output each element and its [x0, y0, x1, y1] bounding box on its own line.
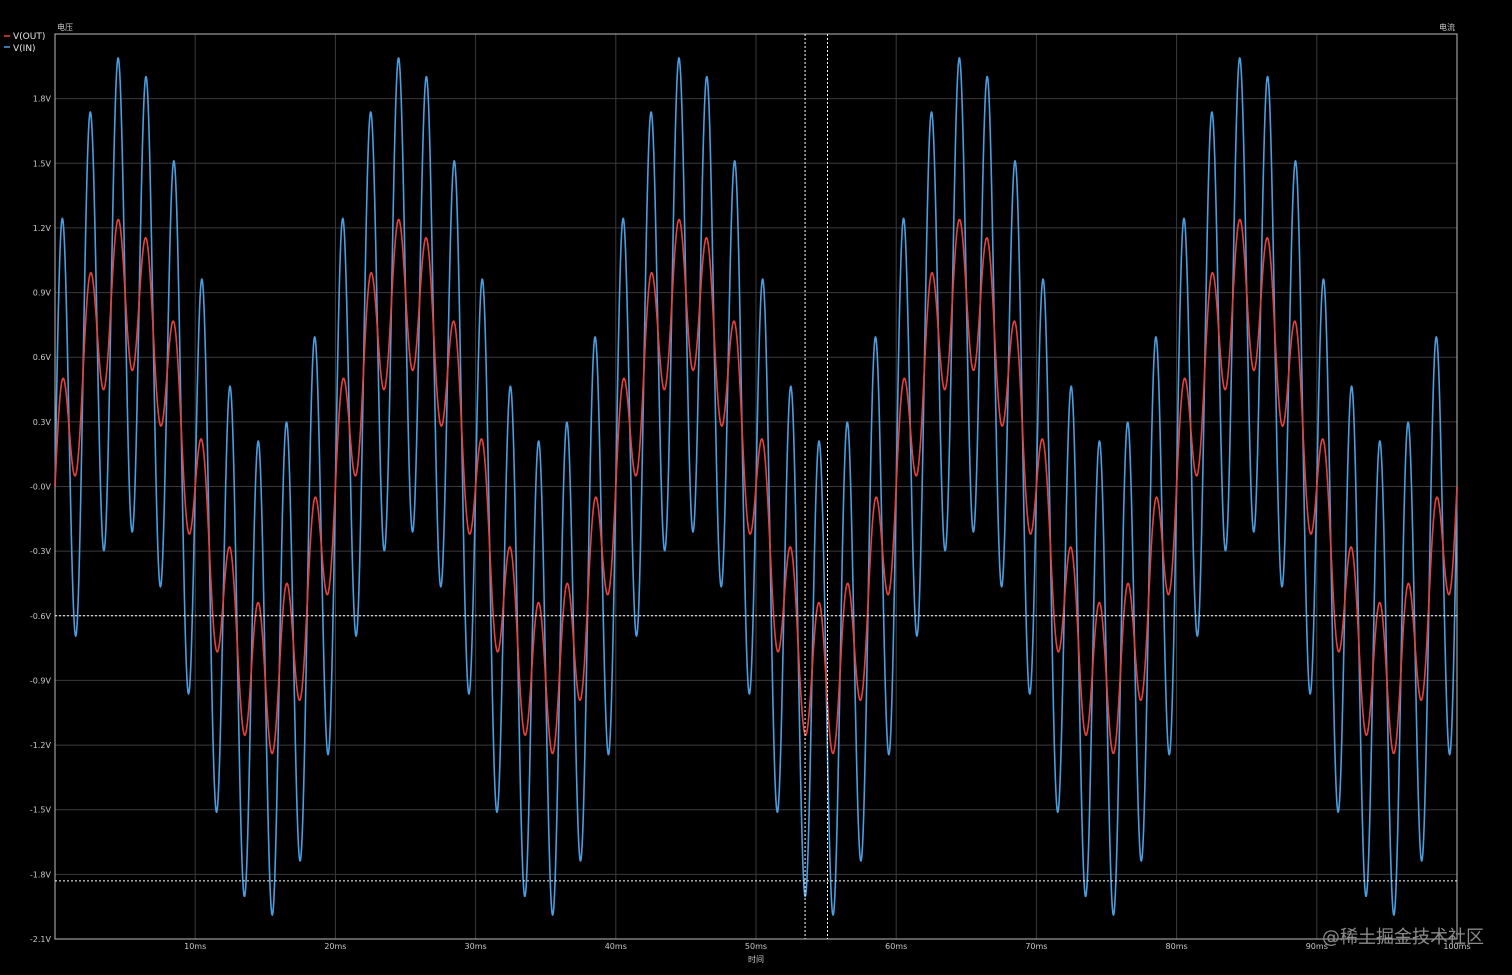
- x-axis-label: 时间: [748, 954, 764, 964]
- x-tick-label: 100ms: [1443, 942, 1470, 951]
- y-tick-label: -2.1V: [30, 935, 52, 944]
- left-axis-label: 电压: [57, 22, 73, 32]
- legend-label-vin: V(IN): [13, 44, 36, 54]
- y-tick-label: -0.0V: [30, 483, 52, 492]
- x-tick-label: 90ms: [1306, 942, 1328, 951]
- y-tick-labels: 1.8V 1.5V 1.2V 0.9V 0.6V 0.3V -0.0V -0.3V -0.6V -…: [30, 95, 52, 944]
- legend: V(OUT) V(IN): [4, 32, 45, 54]
- legend-label-vout: V(OUT): [13, 32, 45, 42]
- y-tick-label: 0.9V: [33, 289, 52, 298]
- y-tick-label: -0.9V: [30, 676, 52, 685]
- x-tick-labels: 10ms 20ms 30ms 40ms 50ms 60ms 70ms 80ms 90ms 100m…: [184, 942, 1470, 951]
- y-tick-label: 0.6V: [33, 353, 52, 362]
- x-tick-label: 80ms: [1166, 942, 1188, 951]
- x-tick-label: 60ms: [885, 942, 907, 951]
- y-tick-label: 1.5V: [33, 159, 52, 168]
- y-tick-label: -0.3V: [30, 547, 52, 556]
- y-tick-label: -0.6V: [30, 612, 52, 621]
- y-tick-label: 1.8V: [33, 95, 52, 104]
- y-tick-label: -1.5V: [30, 806, 52, 815]
- y-tick-label: -1.8V: [30, 870, 52, 879]
- x-tick-label: 30ms: [465, 942, 487, 951]
- x-tick-label: 40ms: [605, 942, 627, 951]
- x-tick-label: 10ms: [184, 942, 206, 951]
- y-tick-label: 1.2V: [33, 224, 52, 233]
- watermark: @稀土掘金技术社区: [1322, 927, 1484, 948]
- cursors[interactable]: [55, 34, 1457, 939]
- x-tick-label: 20ms: [324, 942, 346, 951]
- y-tick-label: 0.3V: [33, 418, 52, 427]
- series-line-v-out-: [54, 218, 1458, 755]
- y-tick-label: -1.2V: [30, 741, 52, 750]
- x-tick-label: 50ms: [745, 942, 767, 951]
- series-lines: [54, 57, 1458, 916]
- x-tick-label: 70ms: [1025, 942, 1047, 951]
- right-axis-label: 电流: [1439, 22, 1455, 32]
